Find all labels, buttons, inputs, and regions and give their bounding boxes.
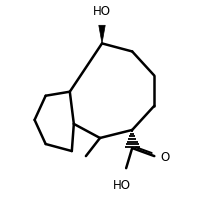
Text: O: O bbox=[160, 151, 170, 164]
Polygon shape bbox=[99, 25, 105, 43]
Text: HO: HO bbox=[93, 5, 111, 18]
Text: HO: HO bbox=[113, 179, 131, 192]
